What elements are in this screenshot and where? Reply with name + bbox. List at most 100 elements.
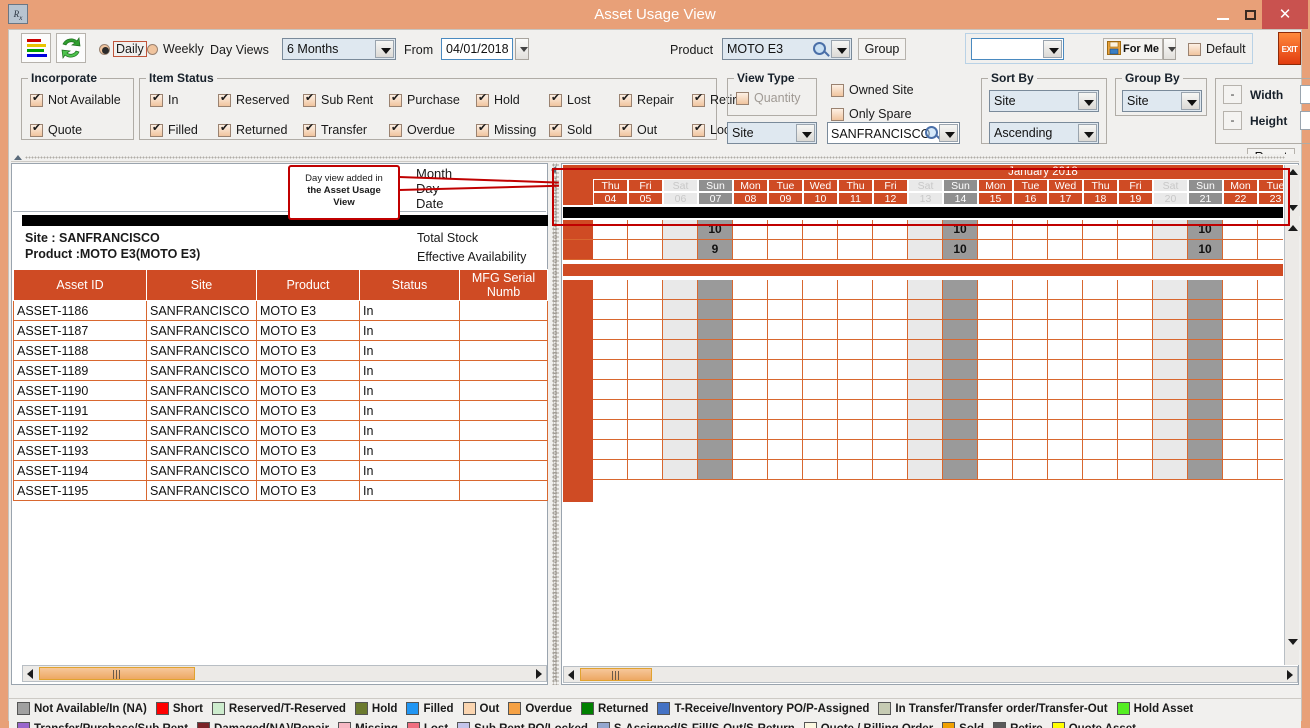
timeline-cell[interactable] (593, 420, 628, 440)
calendar-date-cell[interactable]: 05 (628, 192, 663, 205)
timeline-cell[interactable] (1223, 360, 1258, 380)
timeline-cell[interactable] (768, 320, 803, 340)
timeline-cell[interactable] (838, 440, 873, 460)
timeline-cell[interactable] (628, 340, 663, 360)
timeline-cell[interactable] (803, 300, 838, 320)
timeline-cell[interactable] (1188, 380, 1223, 400)
table-row[interactable]: ASSET-1193 SANFRANCISCO MOTO E3 In (13, 440, 548, 461)
timeline-cell[interactable] (733, 360, 768, 380)
timeline-cell[interactable] (978, 300, 1013, 320)
timeline-cell[interactable] (663, 420, 698, 440)
scroll-right-arrow[interactable] (1282, 667, 1297, 682)
timeline-cell[interactable] (628, 320, 663, 340)
timeline-cell[interactable] (803, 380, 838, 400)
calendar-date-cell[interactable]: 08 (733, 192, 768, 205)
from-date-input[interactable]: 04/01/2018 (441, 38, 513, 60)
calendar-date-cell[interactable]: 15 (978, 192, 1013, 205)
timeline-cell[interactable] (698, 280, 733, 300)
timeline-cell[interactable] (1013, 380, 1048, 400)
timeline-cell[interactable] (698, 340, 733, 360)
bar-chart-icon[interactable] (21, 33, 51, 63)
timeline-cell[interactable] (1258, 400, 1283, 420)
timeline-cell[interactable] (1188, 440, 1223, 460)
table-row[interactable]: ASSET-1192 SANFRANCISCO MOTO E3 In (13, 420, 548, 441)
timeline-cell[interactable] (873, 440, 908, 460)
table-row[interactable]: ASSET-1190 SANFRANCISCO MOTO E3 In (13, 380, 548, 401)
timeline-cell[interactable] (698, 420, 733, 440)
timeline-cell[interactable] (1048, 360, 1083, 380)
timeline-cell[interactable] (1188, 460, 1223, 480)
timeline-cell[interactable] (803, 460, 838, 480)
timeline-cell[interactable] (1048, 340, 1083, 360)
timeline-cell[interactable] (943, 320, 978, 340)
timeline-cell[interactable] (698, 360, 733, 380)
timeline-cell[interactable] (1258, 340, 1283, 360)
timeline-cell[interactable] (1223, 440, 1258, 460)
timeline-cell[interactable] (1223, 400, 1258, 420)
timeline-cell[interactable] (1048, 300, 1083, 320)
timeline-cell[interactable] (1048, 320, 1083, 340)
timeline-cell[interactable] (1118, 460, 1153, 480)
timeline-cell[interactable] (733, 340, 768, 360)
timeline-cell[interactable] (1223, 420, 1258, 440)
timeline-cell[interactable] (628, 280, 663, 300)
day-views-range-select[interactable]: 6 Months (282, 38, 396, 60)
chevron-down-icon[interactable] (831, 40, 850, 58)
timeline-cell[interactable] (1083, 300, 1118, 320)
timeline-cell[interactable] (838, 420, 873, 440)
maximize-button[interactable] (1233, 0, 1267, 29)
sort-direction-select[interactable]: Ascending (989, 122, 1099, 144)
timeline-cell[interactable] (1118, 380, 1153, 400)
timeline-cell[interactable] (1048, 400, 1083, 420)
timeline-cell[interactable] (663, 360, 698, 380)
timeline-cell[interactable] (1188, 400, 1223, 420)
timeline-cell[interactable] (803, 440, 838, 460)
chevron-down-icon[interactable] (1078, 124, 1097, 142)
group-button[interactable]: Group (858, 38, 906, 60)
timeline-cell[interactable] (698, 440, 733, 460)
timeline-cell[interactable] (1013, 320, 1048, 340)
timeline-cell[interactable] (1118, 340, 1153, 360)
left-horizontal-scrollbar[interactable] (22, 665, 547, 682)
timeline-cell[interactable] (1153, 400, 1188, 420)
chevron-down-icon[interactable] (939, 124, 958, 142)
refresh-icon[interactable] (56, 33, 86, 63)
timeline-cell[interactable] (1083, 460, 1118, 480)
timeline-cell[interactable] (698, 300, 733, 320)
table-row[interactable]: ASSET-1191 SANFRANCISCO MOTO E3 In (13, 400, 548, 421)
calendar-date-cell[interactable]: 10 (803, 192, 838, 205)
calendar-viewport[interactable]: January 2018 Thu Fri Sat Sun Mon Tue Wed Thu Fri… (563, 165, 1283, 665)
timeline-cell[interactable] (1153, 380, 1188, 400)
timeline-cell[interactable] (593, 460, 628, 480)
timeline-cell[interactable] (1258, 320, 1283, 340)
timeline-cell[interactable] (1153, 420, 1188, 440)
timeline-cell[interactable] (1223, 320, 1258, 340)
timeline-cell[interactable] (1118, 300, 1153, 320)
width-input[interactable] (1300, 85, 1310, 104)
timeline-cell[interactable] (1153, 440, 1188, 460)
timeline-cell[interactable] (663, 380, 698, 400)
timeline-cell[interactable] (733, 380, 768, 400)
site-search-select[interactable]: SANFRANCISCO (827, 122, 960, 144)
timeline-cell[interactable] (873, 400, 908, 420)
view-type-select[interactable]: Site (727, 122, 817, 144)
scroll-up-arrow[interactable] (1285, 165, 1300, 180)
timeline-cell[interactable] (628, 380, 663, 400)
timeline-cell[interactable] (1013, 280, 1048, 300)
timeline-cell[interactable] (803, 340, 838, 360)
timeline-cell[interactable] (873, 460, 908, 480)
height-input[interactable] (1300, 111, 1310, 130)
calendar-date-cell[interactable]: 11 (838, 192, 873, 205)
scrollbar-thumb[interactable] (580, 668, 652, 681)
column-header[interactable]: Status (359, 269, 460, 301)
timeline-cell[interactable] (978, 420, 1013, 440)
width-decrease-button[interactable]: - (1223, 85, 1242, 104)
timeline-cell[interactable] (733, 460, 768, 480)
timeline-cell[interactable] (978, 360, 1013, 380)
calendar-date-cell[interactable]: 18 (1083, 192, 1118, 205)
calendar-date-cell[interactable]: 04 (593, 192, 628, 205)
calendar-date-cell[interactable]: 09 (768, 192, 803, 205)
height-decrease-button[interactable]: - (1223, 111, 1242, 130)
timeline-cell[interactable] (593, 360, 628, 380)
timeline-cell[interactable] (803, 280, 838, 300)
